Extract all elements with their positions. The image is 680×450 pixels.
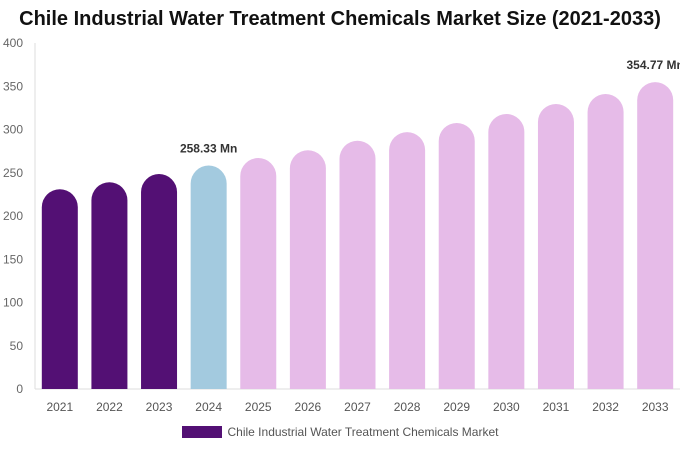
- x-tick-label: 2029: [443, 400, 470, 414]
- x-tick-label: 2028: [394, 400, 421, 414]
- data-label-2033: 354.77 Mn: [627, 58, 680, 72]
- y-tick-label: 400: [3, 36, 23, 50]
- legend-label: Chile Industrial Water Treatment Chemica…: [227, 425, 499, 439]
- x-tick-label: 2033: [642, 400, 669, 414]
- bar-2030: [488, 113, 525, 390]
- x-tick-label: 2025: [245, 400, 272, 414]
- x-tick-label: 2032: [592, 400, 619, 414]
- bar-2029: [438, 123, 475, 389]
- bar-2021: [41, 189, 78, 389]
- y-tick-label: 200: [3, 209, 23, 223]
- bar-2022: [91, 182, 128, 389]
- legend: Chile Industrial Water Treatment Chemica…: [0, 425, 680, 439]
- x-tick-label: 2021: [46, 400, 73, 414]
- x-tick-label: 2031: [543, 400, 570, 414]
- bar-2024: [190, 165, 227, 389]
- y-tick-label: 50: [10, 339, 24, 353]
- y-tick-label: 250: [3, 166, 23, 180]
- x-tick-label: 2022: [96, 400, 123, 414]
- data-label-2024: 258.33 Mn: [180, 142, 237, 156]
- x-tick-label: 2024: [195, 400, 222, 414]
- bar-2031: [537, 103, 574, 390]
- x-tick-label: 2027: [344, 400, 371, 414]
- y-tick-label: 0: [16, 382, 23, 396]
- x-tick-label: 2026: [295, 400, 322, 414]
- bar-2032: [587, 94, 624, 389]
- x-tick-label: 2023: [146, 400, 173, 414]
- bar-2025: [240, 158, 277, 389]
- bar-2026: [289, 150, 326, 389]
- y-tick-label: 100: [3, 296, 23, 310]
- y-tick-label: 350: [3, 79, 23, 93]
- bar-2033: [637, 82, 674, 389]
- legend-swatch: [181, 426, 222, 438]
- bar-2028: [389, 132, 426, 389]
- bar-2023: [141, 174, 178, 389]
- x-tick-label: 2030: [493, 400, 520, 414]
- bar-2027: [339, 140, 376, 389]
- y-tick-label: 150: [3, 252, 23, 266]
- y-tick-label: 300: [3, 123, 23, 137]
- chart-title: Chile Industrial Water Treatment Chemica…: [19, 8, 661, 30]
